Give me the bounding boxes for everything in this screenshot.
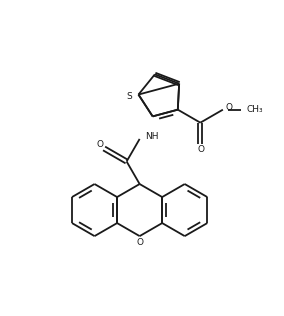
- Text: O: O: [225, 103, 232, 112]
- Text: S: S: [127, 93, 132, 101]
- Text: CH₃: CH₃: [246, 105, 263, 114]
- Text: O: O: [198, 145, 205, 154]
- Text: O: O: [97, 140, 104, 149]
- Text: NH: NH: [145, 131, 159, 141]
- Text: O: O: [136, 238, 143, 247]
